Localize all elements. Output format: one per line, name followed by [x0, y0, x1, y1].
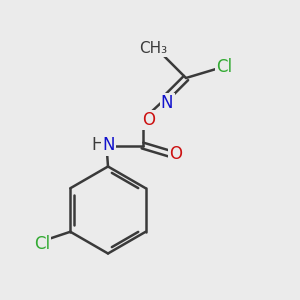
- Text: H: H: [91, 136, 104, 154]
- Text: N: N: [161, 94, 173, 112]
- Text: N: N: [102, 136, 115, 154]
- Text: O: O: [169, 145, 183, 163]
- Text: Cl: Cl: [34, 235, 50, 253]
- Text: CH₃: CH₃: [140, 41, 168, 56]
- Text: O: O: [142, 111, 156, 129]
- Text: Cl: Cl: [216, 58, 232, 76]
